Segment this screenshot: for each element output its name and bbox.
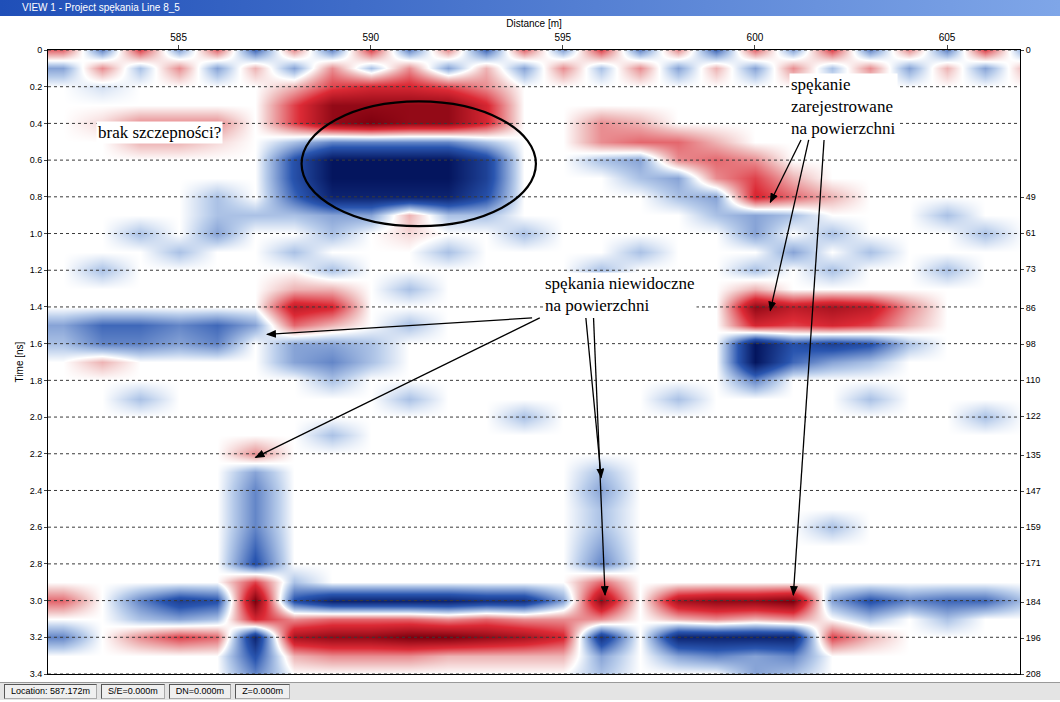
html-text:S/E=0.000m: S/E=0.000m [108, 686, 158, 696]
svg-text:3.0: 3.0 [30, 596, 43, 606]
svg-text:0.4: 0.4 [30, 119, 43, 129]
html-text:Location: 587.172m: Location: 587.172m [11, 686, 91, 696]
svg-text:0.2: 0.2 [30, 82, 43, 92]
svg-text:605: 605 [939, 32, 956, 43]
svg-text:1.4: 1.4 [30, 302, 43, 312]
svg-text:171: 171 [1026, 558, 1041, 568]
svg-text:61: 61 [1026, 228, 1036, 238]
svg-text:208: 208 [1026, 669, 1041, 679]
svg-text:2.0: 2.0 [30, 412, 43, 422]
svg-text:122: 122 [1026, 411, 1041, 421]
svg-text:2.6: 2.6 [30, 522, 43, 532]
svg-text:184: 184 [1026, 597, 1041, 607]
svg-text:0.6: 0.6 [30, 155, 43, 165]
html-text:DN=0.000m: DN=0.000m [175, 686, 225, 696]
svg-text:3.4: 3.4 [30, 669, 43, 679]
svg-text:600: 600 [747, 32, 764, 43]
svg-text:98: 98 [1026, 339, 1036, 349]
svg-text:1.0: 1.0 [30, 229, 43, 239]
svg-text:590: 590 [362, 32, 379, 43]
svg-text:49: 49 [1026, 192, 1036, 202]
svg-text:585: 585 [170, 32, 187, 43]
svg-text:135: 135 [1026, 450, 1041, 460]
svg-text:159: 159 [1026, 522, 1041, 532]
svg-text:2.2: 2.2 [30, 449, 43, 459]
svg-text:spękania niewidocznena powierz: spękania niewidocznena powierzchni [545, 274, 695, 315]
svg-text:2.4: 2.4 [30, 486, 43, 496]
svg-text:Distance [m]: Distance [m] [506, 18, 562, 29]
svg-text:1.8: 1.8 [30, 376, 43, 386]
svg-text:3.2: 3.2 [30, 632, 43, 642]
svg-text:86: 86 [1026, 303, 1036, 313]
svg-text:Time [ns]: Time [ns] [14, 341, 25, 382]
html-text:Z=0.000m: Z=0.000m [242, 686, 283, 696]
svg-text:73: 73 [1026, 264, 1036, 274]
html-text:VIEW 1 - Project spękania Line: VIEW 1 - Project spękania Line 8_5 [22, 2, 180, 13]
svg-text:0: 0 [1026, 45, 1031, 55]
svg-text:110: 110 [1026, 375, 1040, 385]
svg-text:1.6: 1.6 [30, 339, 43, 349]
svg-text:196: 196 [1026, 633, 1041, 643]
svg-text:0.8: 0.8 [30, 192, 43, 202]
svg-text:0: 0 [37, 45, 42, 55]
svg-text:147: 147 [1026, 486, 1041, 496]
svg-text:spękaniezarejestrowanena powie: spękaniezarejestrowanena powierzchni [791, 75, 896, 138]
svg-text:1.2: 1.2 [30, 265, 43, 275]
svg-text:2.8: 2.8 [30, 559, 43, 569]
svg-text:595: 595 [554, 32, 571, 43]
svg-text:brak szczepności?: brak szczepności? [98, 123, 221, 142]
